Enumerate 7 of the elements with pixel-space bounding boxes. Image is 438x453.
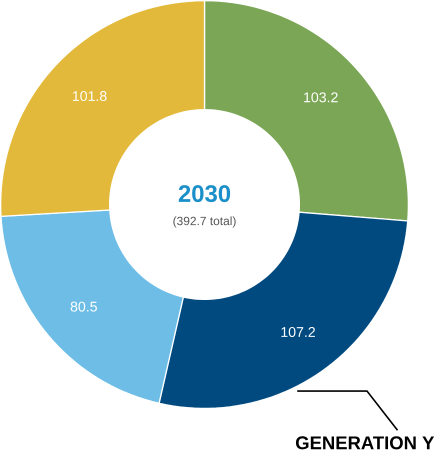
text: 2030: [178, 185, 230, 202]
slice-label: GENERATION Y: [296, 436, 434, 450]
data-label: 107.2: [281, 327, 315, 338]
text: (392.7 total): [173, 216, 236, 228]
data-label: 101.8: [72, 91, 107, 102]
data-label: 80.5: [70, 302, 97, 312]
data-label: 103.2: [304, 92, 338, 102]
